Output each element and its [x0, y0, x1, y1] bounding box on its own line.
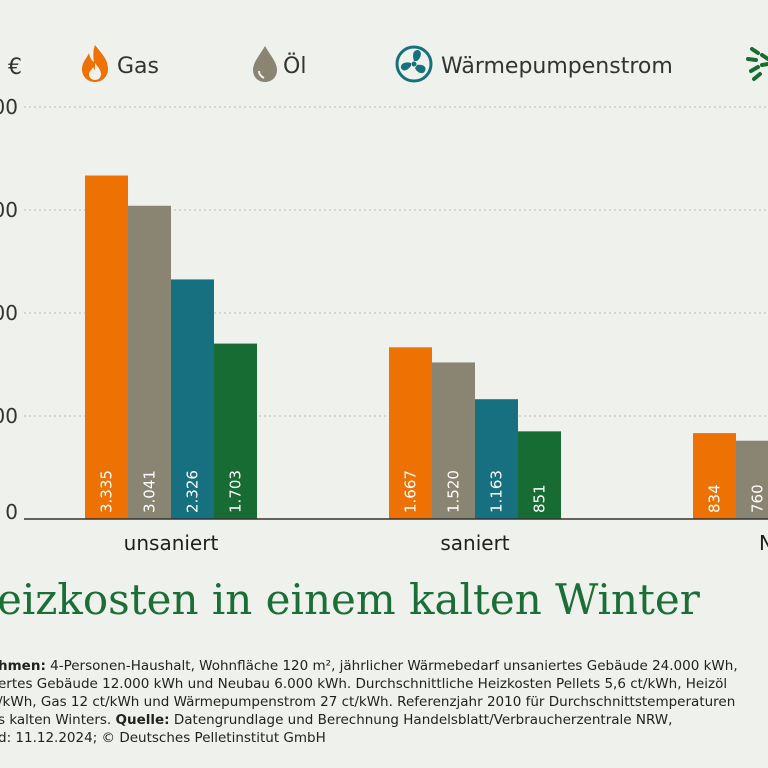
bar — [518, 431, 561, 519]
footnote-segment: Datengrundlage und Berechnung Handelsbla… — [170, 712, 673, 728]
bar — [128, 205, 171, 520]
fan-icon — [395, 45, 433, 83]
bar — [693, 433, 736, 519]
unit-label: € — [8, 55, 22, 80]
label-layer: 3.335 3.041 2.326 1.703 unsaniert 1.667 1.520 1… — [98, 470, 768, 555]
footnote-segment: /kWh, Gas 12 ct/kWh und Wärmepumpenstrom… — [0, 694, 735, 710]
data-label: 760 — [749, 484, 767, 513]
bar — [171, 279, 214, 519]
data-label: 3.041 — [141, 470, 159, 513]
data-label: 1.667 — [402, 470, 420, 513]
y-tick-label: 000 — [0, 198, 18, 222]
footnote-segment: Quelle: — [116, 712, 170, 728]
headline: eizkosten in einem kalten Winter — [0, 575, 701, 624]
footnote-segment: d: 11.12.2024; © Deutsches Pelletinstitu… — [0, 730, 326, 746]
footnote-segment: s kalten Winters. — [0, 712, 116, 728]
y-tick-label: 000 — [0, 95, 18, 119]
bar-layer — [85, 175, 768, 520]
pellet-icon — [746, 47, 768, 81]
bar — [85, 175, 128, 519]
bar — [736, 440, 768, 519]
footnote-line: ertes Gebäude 12.000 kWh und Neubau 6.00… — [0, 676, 727, 692]
data-label: 1.703 — [227, 470, 245, 513]
footnote: hmen: 4-Personen-Haushalt, Wohnfläche 12… — [0, 658, 738, 746]
data-label: 851 — [531, 484, 549, 513]
legend-label-oel: Öl — [283, 53, 306, 79]
legend-label-gas: Gas — [117, 54, 159, 79]
footnote-segment: ertes Gebäude 12.000 kWh und Neubau 6.00… — [0, 676, 727, 692]
flame-icon — [82, 45, 108, 82]
bar — [389, 347, 432, 519]
footnote-line: s kalten Winters. Quelle: Datengrundlage… — [0, 712, 672, 728]
footnote-line: d: 11.12.2024; © Deutsches Pelletinstitu… — [0, 730, 326, 746]
data-label: 1.163 — [488, 470, 506, 513]
data-label: 834 — [706, 484, 724, 513]
category-label: saniert — [440, 531, 509, 555]
legend: Gas Öl Wärmepumpenstrom — [82, 45, 768, 83]
category-label: Neu — [759, 531, 768, 555]
y-tick-label: 000 — [0, 301, 18, 325]
data-label: 3.335 — [98, 470, 116, 513]
footnote-segment: hmen: — [0, 658, 46, 674]
y-tick-label: 0 — [5, 500, 18, 524]
category-label: unsaniert — [124, 531, 219, 555]
data-label: 2.326 — [184, 470, 202, 513]
footnote-line: /kWh, Gas 12 ct/kWh und Wärmepumpenstrom… — [0, 694, 735, 710]
footnote-segment: 4-Personen-Haushalt, Wohnfläche 120 m², … — [46, 658, 738, 674]
data-label: 1.520 — [445, 470, 463, 513]
footnote-line: hmen: 4-Personen-Haushalt, Wohnfläche 12… — [0, 658, 738, 674]
drop-icon — [253, 46, 277, 82]
bar — [214, 343, 257, 519]
legend-label-waermepumpenstrom: Wärmepumpenstrom — [441, 54, 673, 79]
y-tick-label: 000 — [0, 404, 18, 428]
bar — [475, 399, 518, 519]
bar — [432, 362, 475, 519]
